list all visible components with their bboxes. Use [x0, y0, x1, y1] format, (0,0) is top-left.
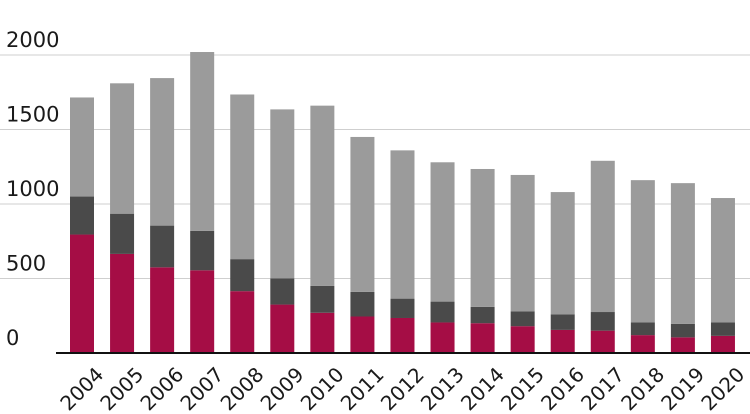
bar-2009-seg-2 — [270, 109, 295, 279]
x-tick-label-2012: 2012 — [376, 362, 429, 414]
bar-2018-seg-2 — [630, 180, 655, 323]
bar-2016-seg-0 — [550, 329, 575, 353]
bar-2018-seg-1 — [630, 322, 655, 336]
bar-2020-seg-0 — [710, 335, 735, 353]
bar-2019-seg-2 — [670, 183, 695, 324]
bar-2006-seg-1 — [150, 225, 175, 268]
bar-2008-seg-1 — [230, 259, 255, 292]
x-tick-label-2016: 2016 — [536, 362, 589, 414]
y-axis-ticks: 0 500 1000 1500 2000 — [6, 28, 59, 350]
bar-2012-seg-2 — [390, 150, 415, 299]
x-tick-label-2020: 2020 — [696, 362, 749, 414]
bar-2013-seg-2 — [430, 162, 455, 302]
bar-2020-seg-2 — [710, 198, 735, 323]
x-tick-label-2013: 2013 — [416, 362, 469, 414]
bar-2004-seg-1 — [70, 196, 94, 235]
bar-2012-seg-1 — [390, 298, 415, 318]
x-tick-label-2018: 2018 — [616, 362, 669, 414]
bar-2005-seg-1 — [110, 213, 135, 254]
bar-2015-seg-2 — [510, 174, 535, 312]
bar-2009-seg-0 — [270, 304, 295, 353]
y-tick-label-2: 1000 — [6, 177, 59, 201]
bar-2007-seg-2 — [190, 52, 215, 231]
bar-2004-seg-2 — [70, 97, 94, 197]
bar-2008-seg-0 — [230, 291, 255, 353]
x-tick-label-2017: 2017 — [576, 362, 629, 414]
bar-2017-seg-2 — [590, 160, 615, 313]
bar-2014-seg-1 — [470, 306, 495, 324]
bar-2016-seg-2 — [550, 192, 575, 315]
bar-2012-seg-0 — [390, 317, 415, 353]
bar-2017-seg-1 — [590, 312, 615, 331]
x-tick-label-2006: 2006 — [135, 362, 188, 414]
bar-2019-seg-0 — [670, 337, 695, 353]
bar-2017-seg-0 — [590, 330, 615, 353]
bar-2014-seg-0 — [470, 323, 495, 353]
bar-2011-seg-0 — [350, 316, 375, 353]
bar-2007-seg-0 — [190, 270, 215, 353]
bar-2005-seg-0 — [110, 253, 135, 353]
bars — [70, 52, 735, 353]
y-tick-label-1: 500 — [6, 252, 46, 276]
bar-2004-seg-0 — [70, 234, 94, 353]
bar-2006-seg-0 — [150, 267, 175, 353]
x-tick-label-2007: 2007 — [175, 362, 228, 414]
bar-2016-seg-1 — [550, 314, 575, 330]
bar-2019-seg-1 — [670, 323, 695, 338]
bar-2013-seg-1 — [430, 301, 455, 323]
x-tick-label-2010: 2010 — [296, 362, 349, 414]
bar-2007-seg-1 — [190, 230, 215, 271]
x-tick-label-2008: 2008 — [216, 362, 269, 414]
x-tick-label-2005: 2005 — [95, 362, 148, 414]
bar-2010-seg-1 — [310, 285, 335, 313]
x-tick-label-2011: 2011 — [336, 362, 389, 414]
bar-2011-seg-1 — [350, 291, 375, 317]
x-tick-label-2009: 2009 — [256, 362, 309, 414]
bar-2010-seg-2 — [310, 105, 335, 286]
x-tick-label-2019: 2019 — [656, 362, 709, 414]
bar-2015-seg-0 — [510, 326, 535, 353]
bar-2005-seg-2 — [110, 83, 135, 214]
x-axis-ticks: 2004200520062007200820092010201120122013… — [55, 362, 749, 414]
x-tick-label-2015: 2015 — [496, 362, 549, 414]
y-tick-label-4: 2000 — [6, 28, 59, 52]
bar-2006-seg-2 — [150, 78, 175, 226]
bar-2013-seg-0 — [430, 322, 455, 353]
bar-2008-seg-2 — [230, 94, 255, 260]
x-tick-label-2004: 2004 — [55, 362, 108, 414]
bar-2014-seg-2 — [470, 168, 495, 307]
y-tick-label-0: 0 — [6, 326, 19, 350]
bar-2018-seg-0 — [630, 335, 655, 353]
bar-2011-seg-2 — [350, 136, 375, 292]
bar-2015-seg-1 — [510, 311, 535, 327]
bar-2020-seg-1 — [710, 322, 735, 336]
x-tick-label-2014: 2014 — [456, 362, 509, 414]
bar-2009-seg-1 — [270, 278, 295, 305]
y-tick-label-3: 1500 — [6, 103, 59, 127]
bar-2010-seg-0 — [310, 312, 335, 353]
